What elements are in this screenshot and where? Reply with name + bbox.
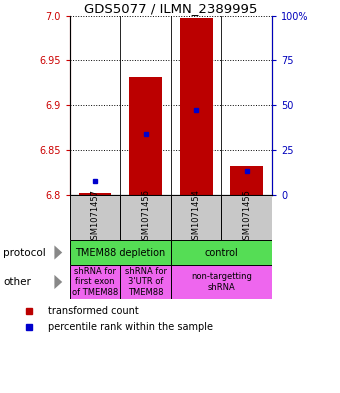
Bar [120, 195, 171, 240]
Bar [171, 195, 221, 240]
Text: GSM1071454: GSM1071454 [192, 189, 201, 245]
Text: GSM1071457: GSM1071457 [90, 189, 100, 245]
Text: shRNA for
3'UTR of
TMEM88: shRNA for 3'UTR of TMEM88 [124, 267, 167, 297]
Polygon shape [54, 245, 62, 259]
Text: control: control [205, 248, 238, 257]
Text: GSM1071455: GSM1071455 [242, 189, 251, 245]
Bar [129, 77, 162, 195]
Bar [180, 18, 212, 195]
Bar [70, 195, 120, 240]
Text: other: other [3, 277, 31, 287]
Bar [70, 240, 171, 265]
Bar [120, 265, 171, 299]
Bar [70, 265, 120, 299]
Text: percentile rank within the sample: percentile rank within the sample [48, 322, 212, 332]
Text: TMEM88 depletion: TMEM88 depletion [75, 248, 165, 257]
Polygon shape [54, 275, 62, 289]
Text: protocol: protocol [3, 248, 46, 257]
Bar [171, 240, 272, 265]
Bar [171, 265, 272, 299]
Bar [221, 195, 272, 240]
Text: non-targetting
shRNA: non-targetting shRNA [191, 272, 252, 292]
Text: transformed count: transformed count [48, 307, 138, 316]
Text: GSM1071456: GSM1071456 [141, 189, 150, 245]
Bar [230, 166, 263, 195]
Title: GDS5077 / ILMN_2389995: GDS5077 / ILMN_2389995 [84, 2, 257, 15]
Text: shRNA for
first exon
of TMEM88: shRNA for first exon of TMEM88 [72, 267, 118, 297]
Bar [79, 193, 112, 195]
